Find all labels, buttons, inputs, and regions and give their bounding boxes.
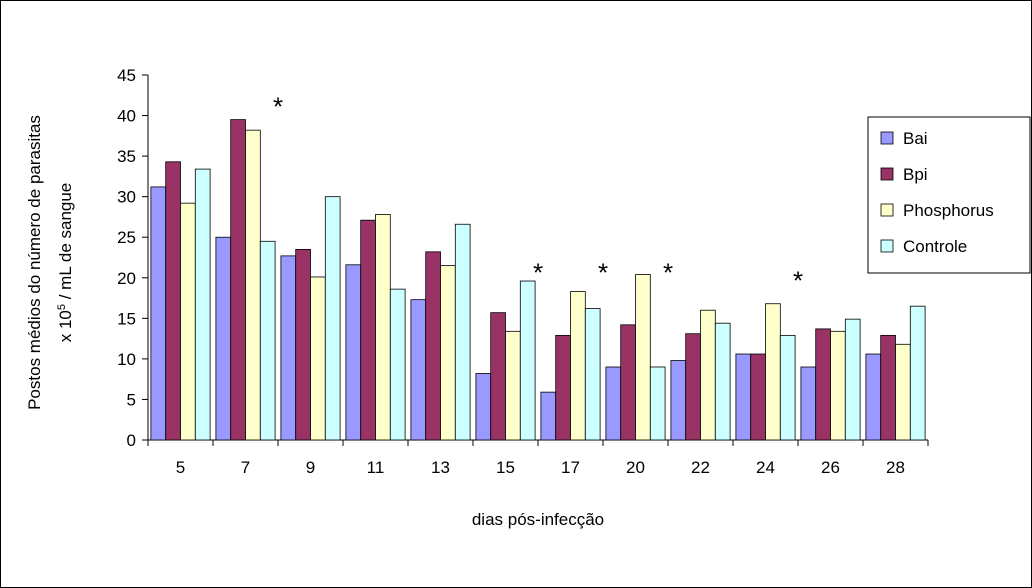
y-tick-label: 30 bbox=[117, 188, 136, 207]
bar-bpi-17 bbox=[555, 334, 571, 441]
bar-bpi-13 bbox=[425, 251, 441, 441]
x-tick-label: 28 bbox=[886, 458, 905, 477]
bar-controle-22 bbox=[714, 322, 731, 441]
significance-asterisk: * bbox=[793, 266, 803, 296]
bar-controle-9 bbox=[324, 196, 341, 441]
bar-phosphorus-15 bbox=[505, 330, 521, 441]
y-tick-label: 0 bbox=[127, 431, 136, 450]
bar-controle-15 bbox=[519, 280, 536, 441]
bar-bai-22 bbox=[670, 360, 687, 441]
legend-label-bai: Bai bbox=[903, 129, 928, 148]
bar-controle-20 bbox=[649, 366, 666, 441]
x-tick-label: 22 bbox=[691, 458, 710, 477]
bar-bai-24 bbox=[735, 353, 752, 441]
bar-controle-17 bbox=[584, 308, 601, 441]
y-tick-label: 35 bbox=[117, 147, 136, 166]
legend-box bbox=[867, 116, 1031, 274]
bar-bpi-9 bbox=[295, 248, 311, 441]
bar-phosphorus-28 bbox=[895, 343, 911, 441]
bar-bpi-24 bbox=[750, 353, 766, 441]
bar-phosphorus-13 bbox=[440, 265, 456, 441]
legend-swatch-controle bbox=[880, 239, 894, 253]
bar-phosphorus-17 bbox=[570, 291, 586, 441]
y-tick-label: 20 bbox=[117, 269, 136, 288]
legend-swatch-phosphorus bbox=[880, 203, 894, 217]
bar-controle-7 bbox=[259, 240, 276, 441]
bar-controle-24 bbox=[779, 334, 796, 441]
bar-bpi-7 bbox=[230, 119, 246, 441]
bar-controle-26 bbox=[844, 318, 861, 441]
legend-label-phosphorus: Phosphorus bbox=[903, 201, 994, 220]
bar-bpi-15 bbox=[490, 312, 506, 441]
legend: Bai Bpi Phosphorus Controle bbox=[867, 116, 1031, 274]
significance-asterisk: * bbox=[598, 258, 608, 288]
bar-bai-15 bbox=[475, 373, 492, 441]
bar-bai-17 bbox=[540, 391, 557, 441]
y-tick-label: 25 bbox=[117, 228, 136, 247]
bar-controle-11 bbox=[389, 288, 406, 441]
bar-bpi-20 bbox=[620, 324, 636, 441]
bar-phosphorus-24 bbox=[765, 303, 781, 441]
y-axis-title-line1: Postos médios do número de parasitas bbox=[25, 115, 44, 410]
y-axis-title-prefix: x 10 bbox=[56, 310, 75, 342]
bar-phosphorus-9 bbox=[310, 276, 326, 441]
bar-bpi-5 bbox=[165, 161, 181, 441]
x-tick-label: 9 bbox=[306, 458, 315, 477]
y-tick-label: 45 bbox=[117, 66, 136, 85]
y-tick-label: 15 bbox=[117, 309, 136, 328]
x-tick-label: 24 bbox=[756, 458, 775, 477]
bar-controle-5 bbox=[194, 168, 211, 441]
bar-bai-7 bbox=[215, 236, 232, 441]
y-tick-label: 40 bbox=[117, 107, 136, 126]
y-axis-title-line2: x 105 / mL de sangue bbox=[56, 183, 75, 343]
y-axis-title-suffix: / mL de sangue bbox=[56, 183, 75, 304]
bar-phosphorus-11 bbox=[375, 214, 391, 441]
bar-bai-26 bbox=[800, 366, 817, 441]
legend-label-controle: Controle bbox=[903, 237, 967, 256]
y-tick-label: 5 bbox=[127, 390, 136, 409]
bar-phosphorus-7 bbox=[245, 129, 261, 441]
y-axis-title-sup: 5 bbox=[56, 304, 68, 310]
bar-bpi-26 bbox=[815, 328, 831, 441]
x-tick-label: 11 bbox=[367, 458, 385, 477]
x-tick-label: 26 bbox=[821, 458, 840, 477]
legend-swatch-bai bbox=[880, 131, 894, 145]
bar-bpi-22 bbox=[685, 333, 701, 441]
x-tick-label: 20 bbox=[626, 458, 645, 477]
significance-asterisk: * bbox=[663, 258, 673, 288]
bar-phosphorus-20 bbox=[635, 274, 651, 441]
bar-phosphorus-22 bbox=[700, 309, 716, 441]
x-tick-label: 15 bbox=[496, 458, 515, 477]
bar-controle-28 bbox=[909, 305, 926, 441]
x-tick-label: 7 bbox=[241, 458, 250, 477]
x-tick-label: 13 bbox=[431, 458, 450, 477]
bar-controle-13 bbox=[454, 223, 471, 441]
bar-bai-11 bbox=[345, 264, 362, 441]
bar-phosphorus-26 bbox=[830, 330, 846, 441]
bar-bai-28 bbox=[865, 353, 882, 441]
axis-ticks: 0 5 10 15 20 25 30 35 40 45 5 7 9 11 13 15 17 20 22 24 26 28 bbox=[117, 66, 929, 477]
bar-bai-9 bbox=[280, 255, 297, 441]
bar-bai-13 bbox=[410, 299, 427, 441]
bar-bai-5 bbox=[150, 186, 167, 441]
x-tick-label: 17 bbox=[561, 458, 580, 477]
bars bbox=[150, 119, 926, 441]
bar-bpi-28 bbox=[880, 334, 896, 441]
legend-label-bpi: Bpi bbox=[903, 165, 928, 184]
bar-bpi-11 bbox=[360, 219, 376, 441]
bar-bai-20 bbox=[605, 366, 622, 441]
x-tick-label: 5 bbox=[176, 458, 185, 477]
legend-swatch-bpi bbox=[880, 167, 894, 181]
y-tick-label: 10 bbox=[117, 350, 136, 369]
significance-asterisk: * bbox=[273, 91, 283, 121]
bar-phosphorus-5 bbox=[180, 202, 196, 441]
annotations: * * * * * bbox=[273, 91, 803, 295]
x-axis-title: dias pós-infecção bbox=[472, 510, 604, 529]
significance-asterisk: * bbox=[533, 258, 543, 288]
